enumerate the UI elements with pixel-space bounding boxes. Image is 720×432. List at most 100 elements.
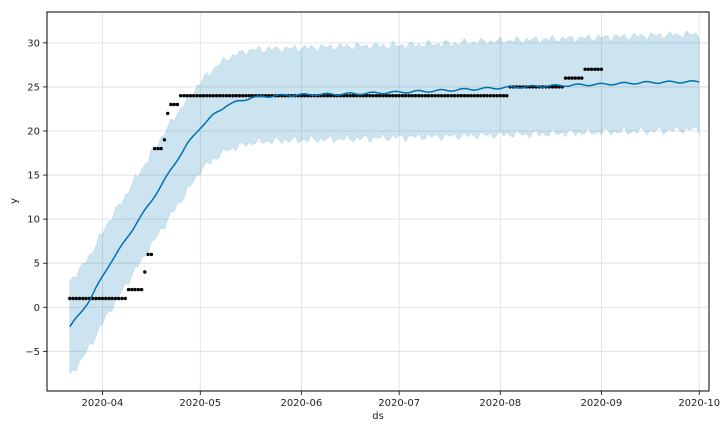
observed-point	[234, 94, 238, 98]
observed-point	[325, 94, 330, 98]
observed-point	[74, 296, 79, 301]
observed-point	[570, 76, 574, 80]
observed-point	[449, 94, 454, 98]
y-axis-label: y	[9, 198, 20, 204]
observed-point	[599, 67, 604, 72]
observed-point	[368, 94, 372, 98]
observed-point	[221, 94, 225, 98]
observed-point	[492, 94, 496, 98]
forecast-line	[69, 79, 700, 328]
observed-point	[136, 287, 140, 292]
observed-point	[371, 94, 375, 98]
observed-point	[501, 94, 506, 98]
uncertainty-band	[69, 29, 700, 375]
observed-point	[397, 94, 401, 98]
observed-point	[100, 296, 105, 301]
observed-point	[498, 94, 502, 98]
y-tick-label: 30	[27, 38, 40, 49]
observed-point	[394, 94, 398, 98]
observed-point	[469, 94, 473, 98]
observed-point	[475, 94, 480, 98]
observed-point	[68, 296, 72, 301]
observed-point	[97, 296, 101, 301]
observed-point	[231, 94, 235, 98]
observed-point	[485, 94, 489, 98]
observed-point	[126, 287, 131, 292]
observed-point	[120, 296, 124, 301]
observed-point	[377, 94, 382, 98]
observed-point	[110, 296, 114, 301]
observed-point	[596, 67, 600, 72]
observed-point	[374, 94, 379, 98]
observed-point	[139, 287, 144, 292]
observed-point	[576, 76, 581, 80]
observed-point	[348, 94, 352, 98]
observed-point	[77, 296, 82, 301]
observed-point	[443, 94, 447, 98]
observed-point	[241, 94, 245, 98]
observed-point	[117, 296, 121, 301]
observed-point	[224, 94, 229, 98]
observed-point	[456, 94, 460, 98]
observed-point	[84, 296, 88, 301]
observed-point	[166, 111, 170, 116]
observed-point	[179, 94, 183, 98]
observed-point	[479, 94, 483, 98]
observed-point	[488, 94, 493, 98]
observed-point	[472, 94, 476, 98]
observed-point	[172, 102, 176, 107]
observed-point	[364, 94, 369, 98]
observed-point	[452, 94, 457, 98]
observed-point	[322, 94, 326, 98]
observed-point	[550, 85, 555, 89]
observed-point	[152, 146, 157, 151]
observed-point	[149, 252, 154, 257]
observed-point	[589, 67, 594, 72]
observed-point	[104, 296, 108, 301]
observed-point	[586, 67, 590, 72]
y-tick-label: 25	[27, 82, 40, 93]
observed-point	[505, 94, 509, 98]
observed-point	[130, 287, 134, 292]
observed-point	[175, 102, 180, 107]
observed-point	[143, 270, 147, 274]
y-tick-label: 20	[27, 126, 40, 137]
x-tick-label: 2020-04	[82, 398, 124, 409]
y-axis-ticks: −5 0 5 10 15 20 25 30	[25, 38, 47, 358]
observed-point	[329, 94, 333, 98]
observed-point	[384, 94, 388, 98]
observed-point	[567, 76, 571, 80]
observed-point	[156, 146, 160, 151]
observed-point	[247, 94, 251, 98]
observed-point	[208, 94, 212, 98]
observed-point	[214, 94, 219, 98]
y-tick-label: 15	[27, 171, 40, 182]
observed-point	[387, 94, 392, 98]
observed-point	[123, 296, 128, 301]
observed-point	[462, 94, 467, 98]
observed-point	[466, 94, 470, 98]
observed-point	[107, 296, 111, 301]
observed-point	[211, 94, 215, 98]
observed-point	[583, 67, 587, 72]
plot-area	[47, 12, 709, 391]
observed-point	[459, 94, 463, 98]
observed-point	[381, 94, 385, 98]
observed-point	[195, 94, 199, 98]
observed-point	[554, 85, 558, 89]
observed-point	[417, 94, 421, 98]
observed-point	[436, 94, 440, 98]
observed-point	[302, 94, 307, 98]
observed-point	[423, 94, 427, 98]
observed-point	[391, 94, 395, 98]
x-tick-label: 2020-09	[580, 398, 622, 409]
observed-point	[218, 94, 222, 98]
observed-point	[146, 252, 150, 257]
x-tick-label: 2020-08	[479, 398, 521, 409]
observed-point	[400, 94, 405, 98]
observed-point	[580, 76, 584, 80]
observed-point	[413, 94, 418, 98]
x-tick-label: 2020-10	[678, 398, 720, 409]
observed-point	[433, 94, 437, 98]
y-tick-label: −5	[25, 347, 40, 358]
